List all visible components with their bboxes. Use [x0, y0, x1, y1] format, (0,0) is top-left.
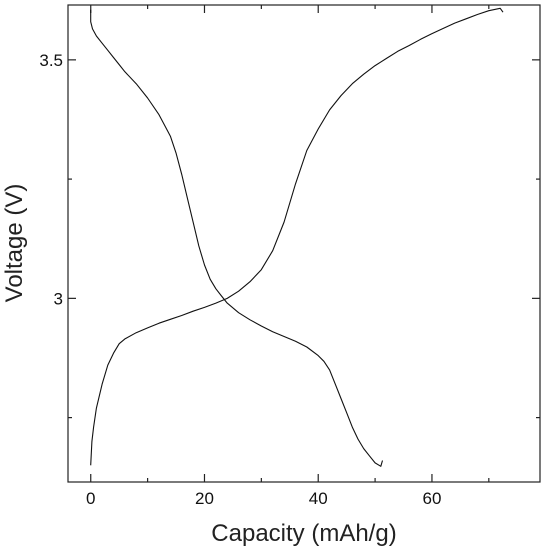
axis-tick-labels: 0 20 40 60 3 3.5 — [39, 51, 441, 508]
x-axis-title: Capacity (mAh/g) — [211, 520, 396, 547]
y-axis-title: Voltage (V) — [1, 184, 28, 303]
x-tick-label: 0 — [86, 489, 95, 508]
x-tick-label: 60 — [422, 489, 441, 508]
plot-frame — [68, 5, 540, 482]
charge-curve — [91, 8, 503, 465]
discharge-curve — [91, 10, 383, 467]
x-tick-label: 20 — [195, 489, 214, 508]
x-tick-label: 40 — [309, 489, 328, 508]
axis-ticks — [68, 5, 540, 482]
data-series — [91, 8, 503, 466]
y-tick-label: 3.5 — [39, 51, 63, 70]
y-tick-label: 3 — [54, 289, 63, 308]
